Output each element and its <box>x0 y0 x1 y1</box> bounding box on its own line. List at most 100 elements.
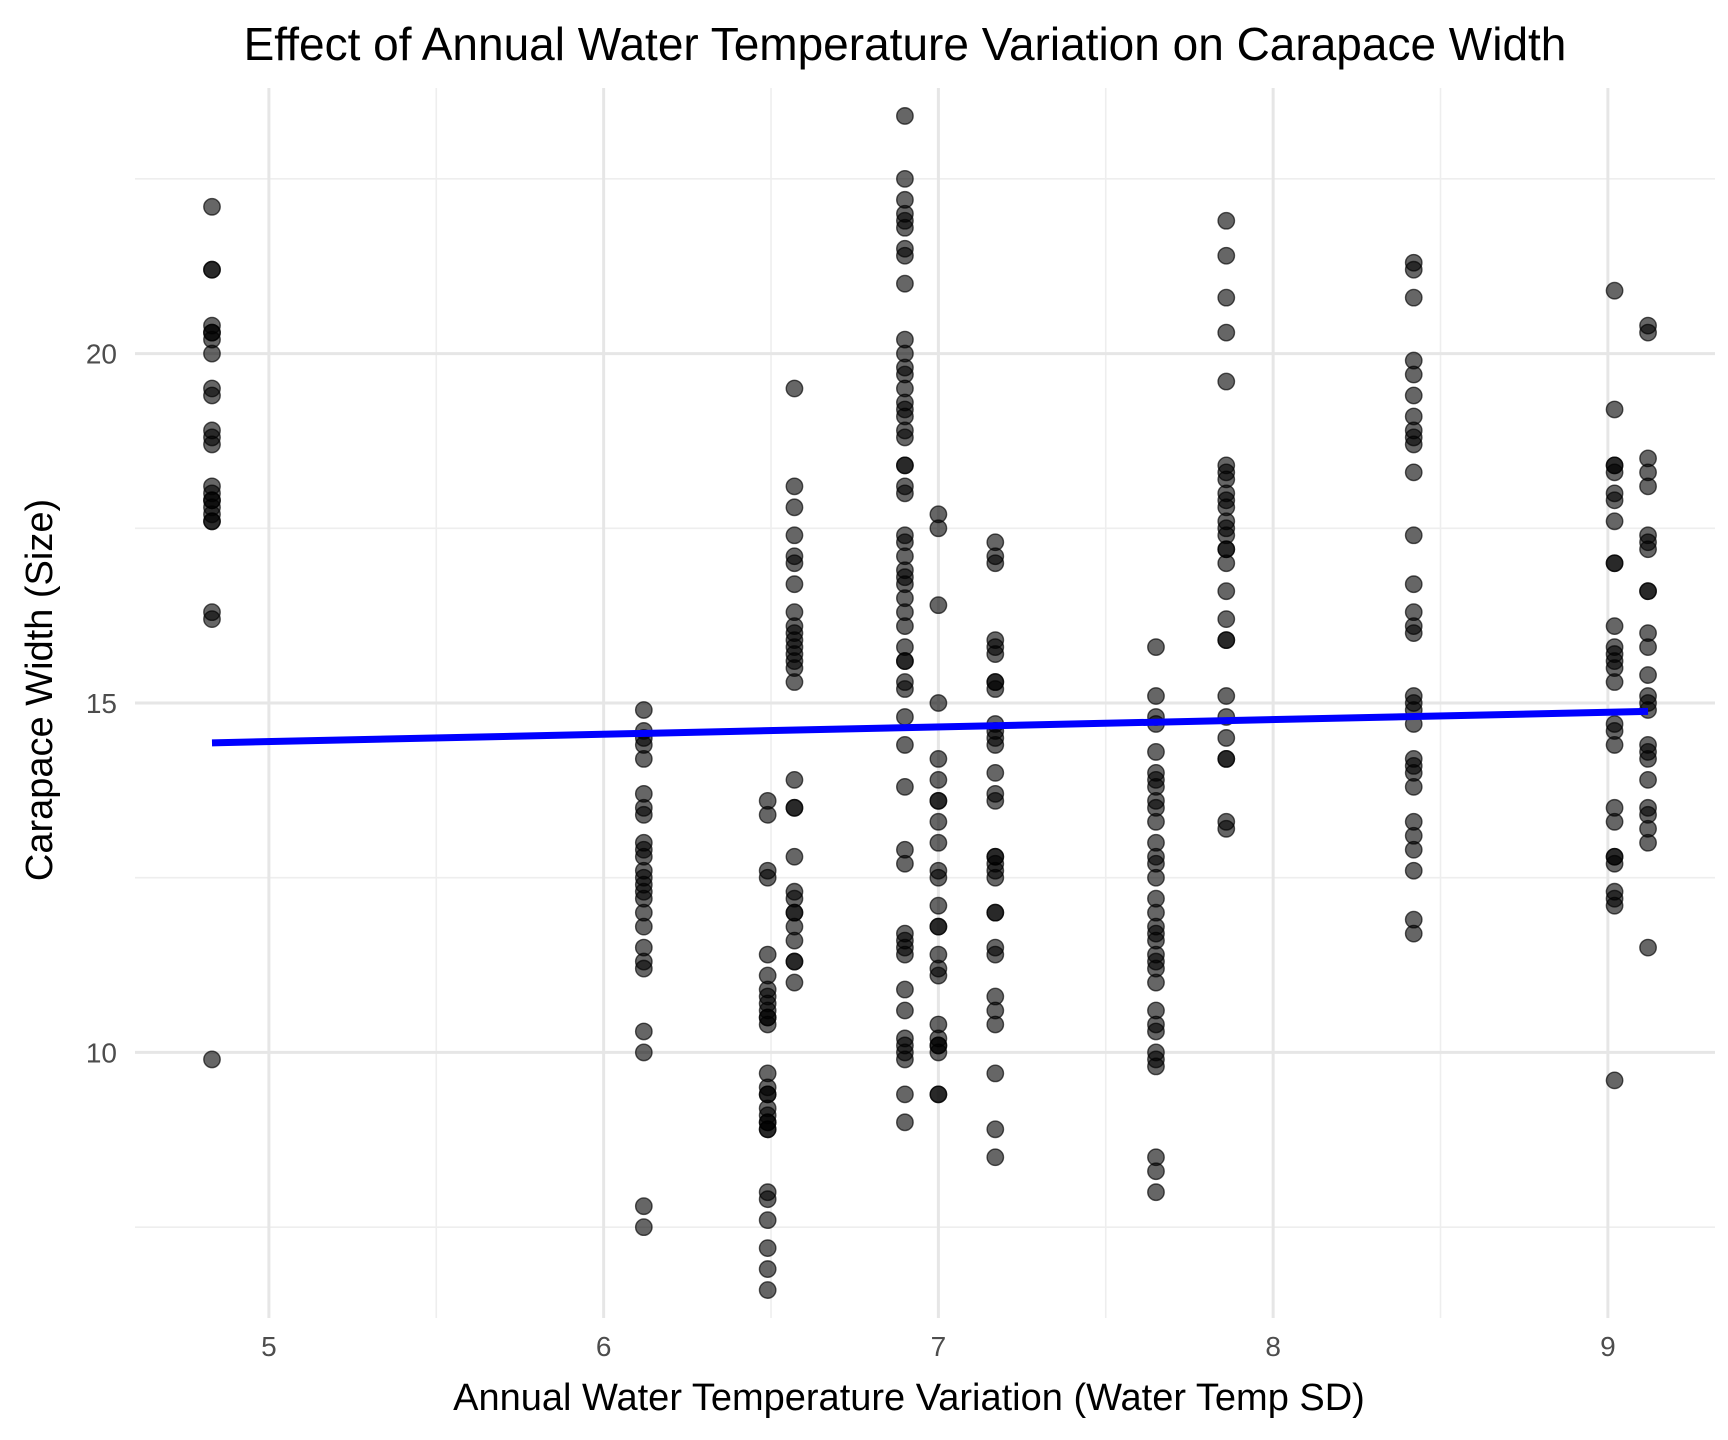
data-point <box>986 680 1005 698</box>
data-point <box>785 498 804 517</box>
data-point <box>986 1148 1005 1167</box>
data-point <box>1639 323 1657 342</box>
data-point <box>1217 819 1236 838</box>
data-point <box>634 701 653 719</box>
data-point <box>929 833 948 852</box>
x-tick-label: 8 <box>1265 1331 1281 1362</box>
data-point <box>929 596 948 615</box>
data-point <box>1639 750 1657 768</box>
data-point <box>896 1001 914 1020</box>
data-point <box>1217 610 1236 629</box>
data-point <box>929 812 948 831</box>
data-point <box>1147 743 1165 761</box>
data-point <box>758 945 777 964</box>
data-point <box>986 1120 1005 1139</box>
data-point <box>1404 386 1423 405</box>
data-point <box>1217 323 1236 342</box>
data-point <box>1605 736 1624 754</box>
y-tick-label: 15 <box>86 688 117 719</box>
data-point <box>896 169 914 188</box>
data-point <box>634 805 653 824</box>
data-point <box>634 1022 653 1041</box>
data-point <box>896 980 914 999</box>
data-point <box>986 868 1005 887</box>
data-point <box>986 1064 1005 1083</box>
x-tick-labels: 5 6 7 8 9 <box>261 1331 1616 1362</box>
data-point <box>785 770 804 789</box>
x-tick-label: 6 <box>596 1331 612 1362</box>
data-point <box>1605 617 1624 636</box>
data-point <box>1605 463 1624 482</box>
data-point <box>929 868 948 887</box>
data-point <box>758 1190 777 1209</box>
data-point <box>785 554 804 573</box>
data-point <box>896 246 914 265</box>
data-point <box>1605 1071 1624 1090</box>
data-point <box>758 1281 777 1299</box>
data-point <box>785 973 804 992</box>
data-point <box>896 777 914 796</box>
data-point <box>1639 638 1657 656</box>
data-point <box>1605 554 1624 573</box>
data-point <box>785 379 804 398</box>
trend-line <box>211 707 1649 747</box>
major-gridlines <box>135 88 1715 1318</box>
data-point <box>1404 840 1423 859</box>
data-point <box>203 344 221 363</box>
data-point <box>785 477 804 496</box>
data-point <box>986 736 1005 754</box>
data-point <box>1217 372 1236 391</box>
data-point <box>634 1043 653 1062</box>
data-point <box>1147 1057 1165 1076</box>
minor-gridlines <box>135 88 1715 1318</box>
data-point <box>785 952 804 971</box>
data-point <box>1605 491 1624 510</box>
data-point <box>203 1050 221 1069</box>
data-point <box>758 1120 777 1139</box>
data-point <box>634 959 653 978</box>
data-point <box>758 1239 777 1258</box>
data-point <box>203 512 221 531</box>
data-point <box>1639 540 1657 559</box>
data-point <box>1605 673 1624 691</box>
data-point <box>203 435 221 454</box>
x-axis-title: Annual Water Temperature Variation (Wate… <box>453 1377 1365 1419</box>
data-point <box>1639 582 1657 601</box>
data-point <box>986 945 1005 964</box>
data-point <box>785 847 804 866</box>
data-point <box>1217 246 1236 265</box>
data-point <box>1217 554 1236 573</box>
data-point <box>929 917 948 936</box>
data-point <box>1404 365 1423 384</box>
trend-line-group <box>211 707 1649 747</box>
data-point <box>1147 973 1165 992</box>
data-point <box>896 1113 914 1132</box>
data-point <box>1147 812 1165 831</box>
data-point <box>1404 624 1423 643</box>
data-point <box>929 694 948 712</box>
data-point <box>758 1015 777 1034</box>
data-point <box>1217 631 1236 650</box>
data-point <box>1404 463 1423 482</box>
data-point <box>758 1211 777 1230</box>
data-point <box>785 931 804 950</box>
data-point <box>203 260 221 279</box>
data-point <box>1147 638 1165 656</box>
data-point <box>896 274 914 293</box>
data-point <box>758 868 777 887</box>
data-point <box>929 791 948 810</box>
data-point <box>1147 868 1165 887</box>
data-point <box>929 770 948 789</box>
data-point <box>1404 924 1423 943</box>
data-point <box>896 708 914 726</box>
data-point <box>986 645 1005 663</box>
data-point <box>896 617 914 636</box>
x-tick-label: 7 <box>931 1331 947 1362</box>
data-point <box>1605 281 1624 300</box>
data-point <box>1639 477 1657 496</box>
data-point <box>1147 1022 1165 1041</box>
data-point <box>1404 575 1423 594</box>
data-point <box>1147 687 1165 705</box>
